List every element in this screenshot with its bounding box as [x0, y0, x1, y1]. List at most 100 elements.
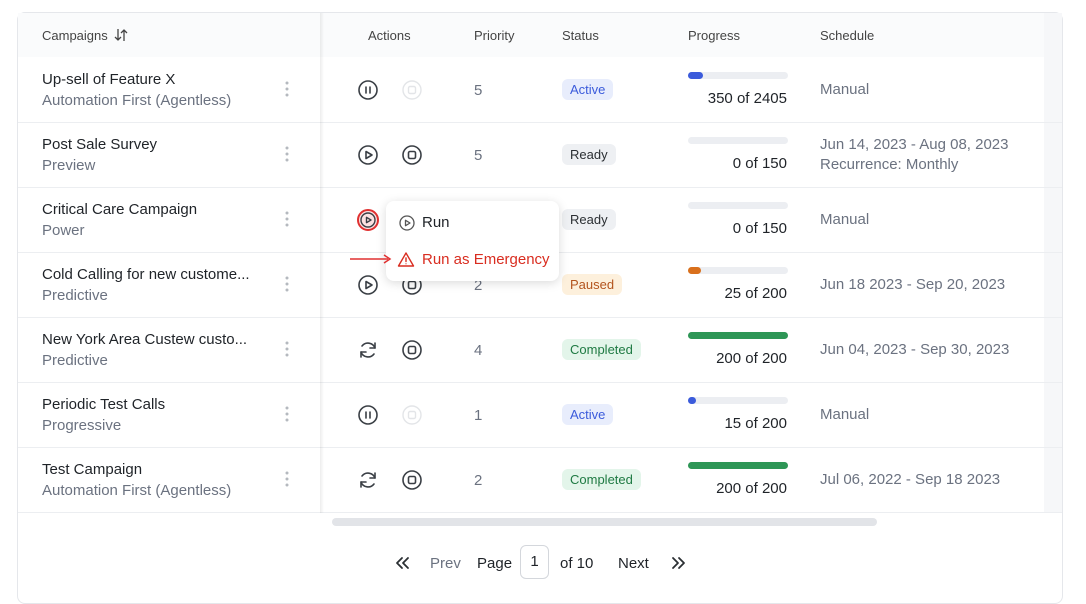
menu-item-run[interactable]: Run [422, 214, 450, 231]
row-divider [18, 317, 1062, 318]
menu-item-emergency[interactable]: Run as Emergency [422, 251, 550, 268]
row-divider [18, 382, 1062, 383]
progress-track [688, 72, 788, 79]
first-page-button[interactable] [394, 555, 410, 571]
schedule: Manual [820, 81, 870, 98]
frozen-shadow [320, 13, 324, 513]
row-menu-button[interactable] [283, 340, 291, 358]
schedule: Manual [820, 211, 870, 228]
schedule: Recurrence: Monthly [820, 156, 959, 173]
campaign-type: Progressive [42, 417, 122, 434]
progress-label: 0 of 150 [732, 220, 787, 237]
row-menu-button[interactable] [283, 470, 291, 488]
progress-bar [688, 332, 788, 339]
refresh-button[interactable] [357, 339, 379, 361]
progress-label: 0 of 150 [732, 155, 787, 172]
row-menu-button[interactable] [283, 145, 291, 163]
last-page-button[interactable] [671, 555, 687, 571]
campaign-name[interactable]: Test Campaign [42, 461, 143, 478]
campaign-name[interactable]: Periodic Test Calls [42, 396, 166, 413]
play-button[interactable] [357, 144, 379, 166]
context-menu [386, 201, 559, 281]
annotation-arrow [350, 254, 392, 264]
row-divider [18, 122, 1062, 123]
column-header-schedule: Schedule [820, 28, 875, 43]
progress-bar [688, 72, 703, 79]
campaign-type: Automation First (Agentless) [42, 482, 232, 499]
column-header-actions: Actions [368, 28, 411, 43]
stop-button[interactable] [401, 339, 423, 361]
priority: 4 [474, 342, 483, 359]
warning-icon [395, 249, 417, 271]
play-button[interactable] [357, 274, 379, 296]
horizontal-scrollbar[interactable] [332, 518, 877, 526]
sort-icon[interactable] [114, 27, 128, 43]
row-divider [18, 187, 1062, 188]
status-badge: Ready [562, 209, 616, 230]
status-badge: Completed [562, 469, 641, 490]
campaign-name[interactable]: New York Area Custew custo... [42, 331, 248, 348]
column-header-priority: Priority [474, 28, 515, 43]
status-badge: Completed [562, 339, 641, 360]
campaign-type: Predictive [42, 287, 108, 304]
schedule: Jun 18 2023 - Sep 20, 2023 [820, 276, 1006, 293]
progress-bar [688, 267, 701, 274]
schedule: Manual [820, 406, 870, 423]
campaign-name[interactable]: Critical Care Campaign [42, 201, 198, 218]
campaign-name[interactable]: Up-sell of Feature X [42, 71, 176, 88]
progress-label: 15 of 200 [724, 415, 787, 432]
priority: 5 [474, 82, 483, 99]
page: Campaigns Actions Priority Status Progress Sc… [17, 12, 1063, 604]
progress-label: 350 of 2405 [707, 90, 787, 107]
play-button[interactable] [357, 209, 379, 231]
row-menu-button[interactable] [283, 275, 291, 293]
schedule: Jun 04, 2023 - Sep 30, 2023 [820, 341, 1010, 358]
right-gutter [1044, 13, 1062, 513]
pause-button[interactable] [357, 79, 379, 101]
pause-button[interactable] [357, 404, 379, 426]
priority: 5 [474, 147, 483, 164]
status-badge: Ready [562, 144, 616, 165]
progress-bar [688, 462, 788, 469]
progress-track [688, 202, 788, 209]
schedule: Jul 06, 2022 - Sep 18 2023 [820, 471, 1001, 488]
page-input[interactable]: 1 [520, 545, 549, 579]
column-header-progress: Progress [688, 28, 741, 43]
prev-button[interactable]: Prev [430, 555, 461, 572]
header-background [18, 13, 1044, 57]
row-menu-button[interactable] [283, 405, 291, 423]
run-icon [396, 212, 418, 234]
status-badge: Paused [562, 274, 623, 295]
campaign-type: Automation First (Agentless) [42, 92, 232, 109]
status-badge: Active [562, 404, 614, 425]
progress-bar [688, 397, 696, 404]
page-label: Page [477, 555, 513, 572]
priority: 2 [474, 472, 483, 489]
campaign-type: Preview [42, 157, 96, 174]
campaign-type: Power [42, 222, 85, 239]
column-header-status: Status [562, 28, 599, 43]
row-divider [18, 447, 1062, 448]
next-button[interactable]: Next [618, 555, 649, 572]
row-menu-button[interactable] [283, 80, 291, 98]
progress-track [688, 267, 788, 274]
progress-track [688, 397, 788, 404]
row-menu-button[interactable] [283, 210, 291, 228]
campaign-type: Predictive [42, 352, 108, 369]
page-total: of 10 [560, 555, 594, 572]
stop-button[interactable] [401, 469, 423, 491]
stop-disabled-button [401, 79, 423, 101]
stop-disabled-button [401, 404, 423, 426]
status-badge: Active [562, 79, 614, 100]
campaign-name[interactable]: Cold Calling for new custome... [42, 266, 250, 283]
progress-label: 200 of 200 [716, 350, 787, 367]
priority: 2 [474, 277, 483, 294]
campaign-name[interactable]: Post Sale Survey [42, 136, 158, 153]
progress-label: 25 of 200 [724, 285, 787, 302]
schedule: Jun 14, 2023 - Aug 08, 2023 [820, 136, 1009, 153]
refresh-button[interactable] [357, 469, 379, 491]
progress-label: 200 of 200 [716, 480, 787, 497]
stop-button[interactable] [401, 144, 423, 166]
column-header-campaigns[interactable]: Campaigns [42, 28, 108, 43]
priority: 1 [474, 407, 483, 424]
